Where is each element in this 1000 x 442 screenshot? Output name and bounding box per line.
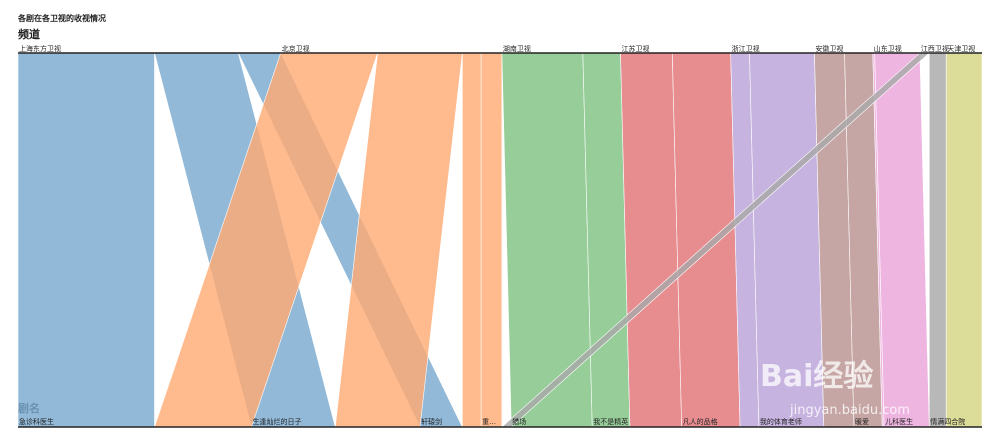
drama-label: 猎场 bbox=[512, 417, 526, 426]
channel-label: 天津卫视 bbox=[947, 44, 975, 53]
ribbon bbox=[17, 52, 155, 428]
ribbon bbox=[945, 52, 983, 428]
ribbon bbox=[928, 52, 947, 428]
drama-label: 重… bbox=[482, 418, 496, 426]
ribbon bbox=[874, 52, 930, 428]
drama-label: 儿科医生 bbox=[885, 417, 913, 426]
drama-label: 我不是精英 bbox=[593, 417, 628, 426]
channel-label: 上海东方卫视 bbox=[19, 44, 61, 53]
channel-label: 湖南卫视 bbox=[503, 44, 531, 53]
watermark-brand: Bai经验 bbox=[760, 359, 873, 394]
channel-label: 江苏卫视 bbox=[622, 44, 650, 53]
drama-label: 情满四合院 bbox=[930, 417, 965, 426]
channel-label: 北京卫视 bbox=[282, 44, 310, 53]
top-dimension-label: 频道 bbox=[18, 27, 40, 41]
drama-label: 生逢灿烂的日子 bbox=[252, 417, 301, 426]
chart-title: 各剧在各卫视的收视情况 bbox=[17, 13, 106, 23]
ribbons-layer bbox=[17, 52, 983, 428]
drama-label: 暖爱 bbox=[855, 418, 869, 426]
drama-axis: 急诊科医生 生逢灿烂的日子 轩辕剑 重… 猎场 我不是精英 凡人的品格 我的体育老师 暖爱 儿科医… bbox=[18, 417, 982, 428]
ribbon bbox=[671, 52, 741, 428]
drama-label: 凡人的品格 bbox=[683, 417, 718, 426]
ribbon bbox=[501, 52, 593, 428]
drama-label: 我的体育老师 bbox=[760, 417, 802, 426]
watermark-url: jingyan.baidu.com bbox=[789, 403, 910, 418]
baidu-watermark: Bai经验 jingyan.baidu.com bbox=[760, 359, 910, 418]
drama-label: 轩辕剑 bbox=[421, 417, 442, 426]
drama-label: 急诊科医生 bbox=[19, 417, 54, 426]
ribbon bbox=[462, 52, 482, 428]
channel-label: 江西卫视 bbox=[921, 44, 949, 53]
ribbon bbox=[480, 52, 503, 428]
channel-label: 山东卫视 bbox=[874, 44, 902, 53]
channel-label: 浙江卫视 bbox=[732, 44, 760, 53]
channel-label: 安徽卫视 bbox=[815, 44, 843, 53]
ribbon bbox=[620, 52, 682, 428]
